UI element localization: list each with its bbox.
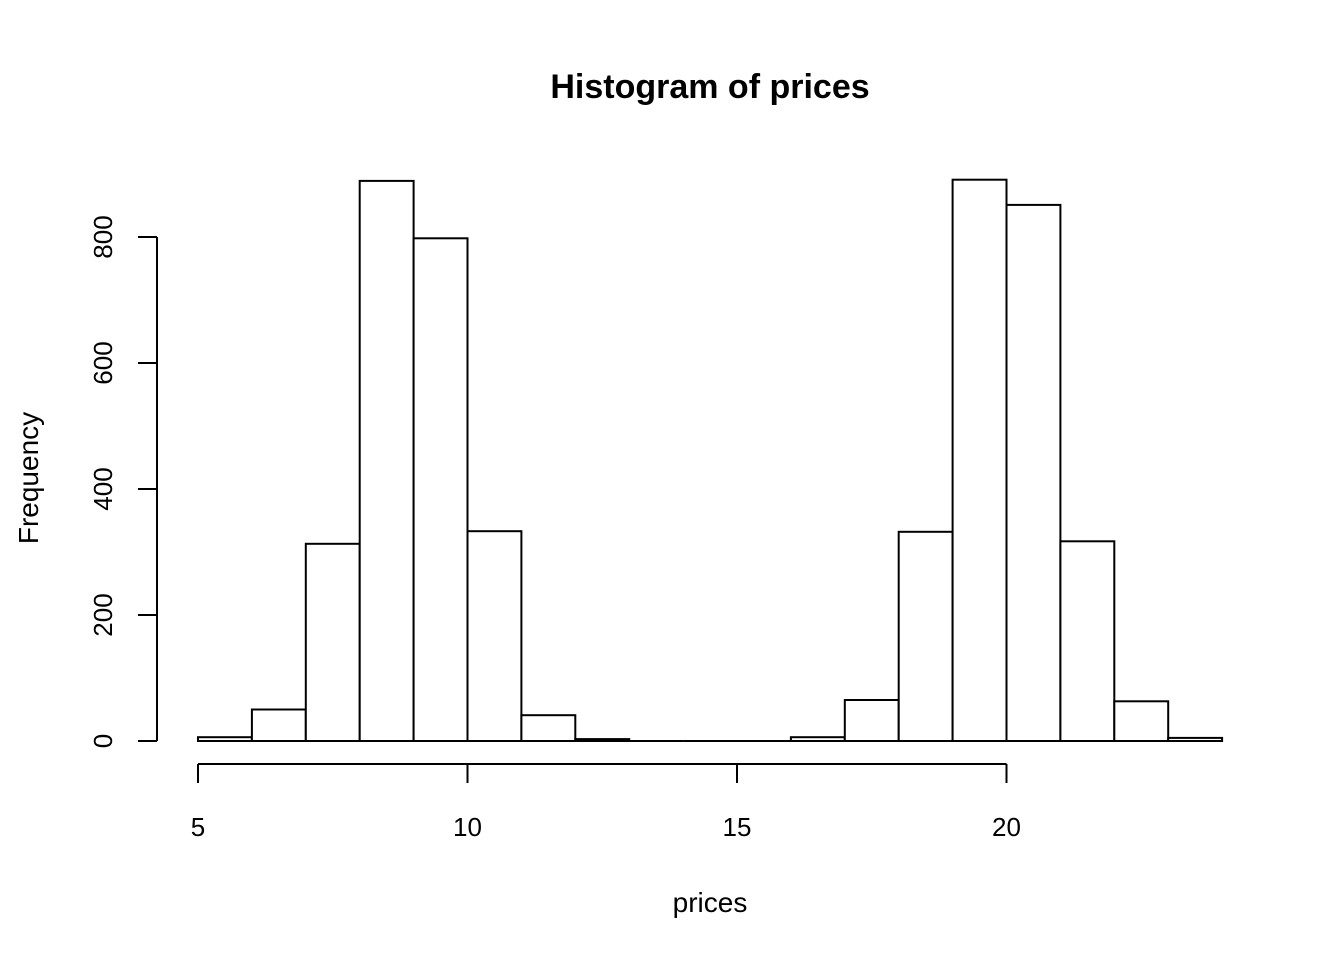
histogram-bar xyxy=(520,714,577,743)
histogram-bar xyxy=(1059,540,1116,742)
histogram-bar xyxy=(1167,736,1224,743)
histogram-bar xyxy=(843,699,900,742)
y-axis-tick-label: 400 xyxy=(88,467,118,510)
x-axis-tick-label: 20 xyxy=(992,812,1021,842)
histogram-bar xyxy=(412,237,469,743)
histogram-bar xyxy=(1005,203,1062,742)
histogram-bar xyxy=(897,530,954,742)
histogram-bar xyxy=(951,178,1008,742)
histogram-bar xyxy=(358,179,415,742)
y-axis-tick-label: 0 xyxy=(88,734,118,748)
histogram-bar xyxy=(1113,700,1170,742)
histogram-bar xyxy=(250,708,307,742)
x-axis-tick-label: 15 xyxy=(723,812,752,842)
y-axis-label: Frequency xyxy=(13,412,44,544)
y-axis-tick-label: 800 xyxy=(88,215,118,258)
y-axis-tick-label: 200 xyxy=(88,593,118,636)
chart-title: Histogram of prices xyxy=(550,68,869,106)
histogram-bar xyxy=(197,736,253,743)
histogram-bar xyxy=(574,738,631,742)
x-axis-tick-label: 5 xyxy=(191,812,205,842)
histogram-bar xyxy=(789,736,846,743)
histogram-bar xyxy=(466,530,523,743)
histogram-bar xyxy=(304,542,361,742)
x-axis-label: prices xyxy=(673,887,748,918)
y-axis-tick-label: 600 xyxy=(88,341,118,384)
x-axis-tick-label: 10 xyxy=(453,812,482,842)
